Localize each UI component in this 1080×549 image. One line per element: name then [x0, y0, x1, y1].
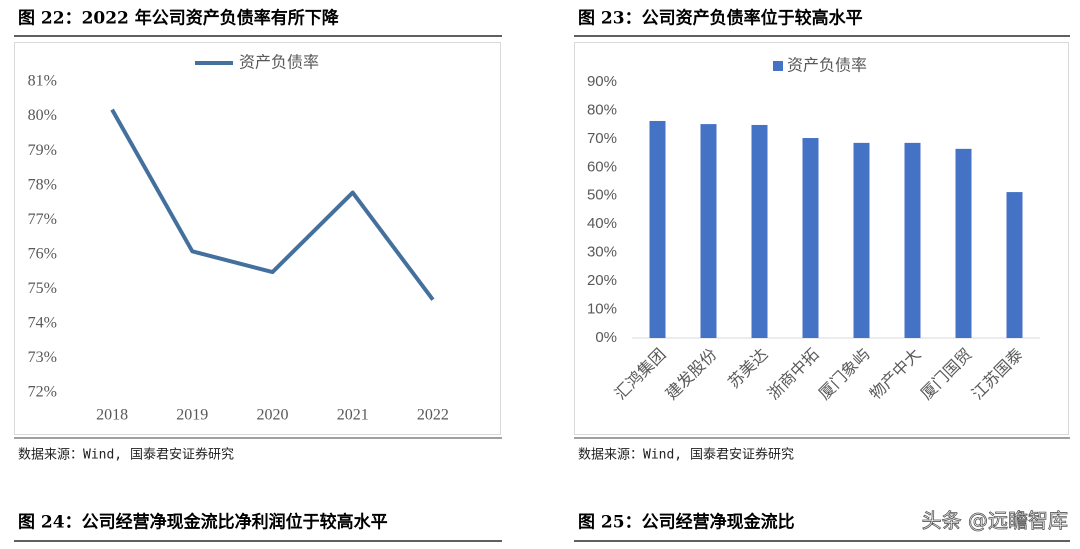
y-tick-label: 30% — [587, 244, 617, 261]
bar — [802, 138, 819, 338]
x-tick-label: 厦门象屿 — [815, 345, 874, 404]
y-tick-label: 0% — [595, 329, 617, 346]
bar — [904, 142, 921, 338]
source: 数据来源：Wind, 国泰君安证券研究 — [18, 447, 234, 463]
y-tick-label: 10% — [587, 301, 617, 318]
line — [110, 108, 435, 301]
x-tick-label: 厦门国贸 — [917, 345, 976, 404]
y-tick-label: 60% — [587, 158, 617, 175]
next-header: 图 25：公司经营净现金流比 — [578, 512, 795, 533]
y-tick-label: 40% — [587, 215, 617, 232]
y-tick-label: 73% — [28, 349, 57, 366]
x-tick-label: 2018 — [96, 407, 128, 424]
x-tick-label: 苏美达 — [724, 345, 771, 392]
bar — [853, 142, 870, 338]
y-tick-label: 75% — [28, 280, 57, 297]
y-tick-label: 77% — [28, 211, 57, 228]
y-tick-label: 76% — [28, 245, 57, 262]
x-tick-label: 2019 — [176, 407, 208, 424]
figure-title: 图 23：公司资产负债率位于较高水平 — [578, 8, 863, 29]
y-tick-label: 70% — [587, 130, 617, 147]
y-tick-label: 81% — [28, 73, 57, 90]
x-tick-label: 2021 — [337, 407, 369, 424]
chart-frame — [14, 42, 501, 435]
y-tick-label: 50% — [587, 187, 617, 204]
x-tick-label: 2020 — [257, 407, 289, 424]
figure-title: 图 22：2022 年公司资产负债率有所下降 — [18, 8, 340, 29]
x-tick-label: 建发股份 — [662, 345, 721, 404]
y-tick-label: 78% — [28, 176, 57, 193]
y-tick-label: 80% — [28, 107, 57, 124]
chart-frame — [574, 42, 1069, 435]
x-tick-label: 汇鸿集团 — [611, 345, 670, 404]
next-header: 图 24：公司经营净现金流比净利润位于较高水平 — [18, 512, 388, 533]
x-tick-label: 江苏国泰 — [968, 345, 1027, 404]
y-tick-label: 74% — [28, 315, 57, 332]
y-tick-label: 90% — [587, 73, 617, 90]
source: 数据来源：Wind, 国泰君安证券研究 — [578, 447, 794, 463]
watermark: 头条 @远瞻智库 — [922, 509, 1068, 533]
legend-swatch — [773, 61, 783, 71]
bar — [1006, 192, 1023, 338]
x-tick-label: 浙商中拓 — [764, 345, 823, 404]
bar — [751, 124, 768, 338]
y-tick-label: 20% — [587, 272, 617, 289]
bar — [700, 124, 717, 338]
bar — [649, 120, 666, 338]
bar — [955, 148, 972, 338]
x-tick-label: 2022 — [417, 407, 449, 424]
legend-label: 资产负债率 — [239, 53, 319, 72]
y-tick-label: 72% — [28, 384, 57, 401]
x-tick-label: 物产中大 — [866, 345, 925, 404]
y-tick-label: 79% — [28, 142, 57, 159]
legend-label: 资产负债率 — [787, 56, 867, 75]
y-tick-label: 80% — [587, 101, 617, 118]
